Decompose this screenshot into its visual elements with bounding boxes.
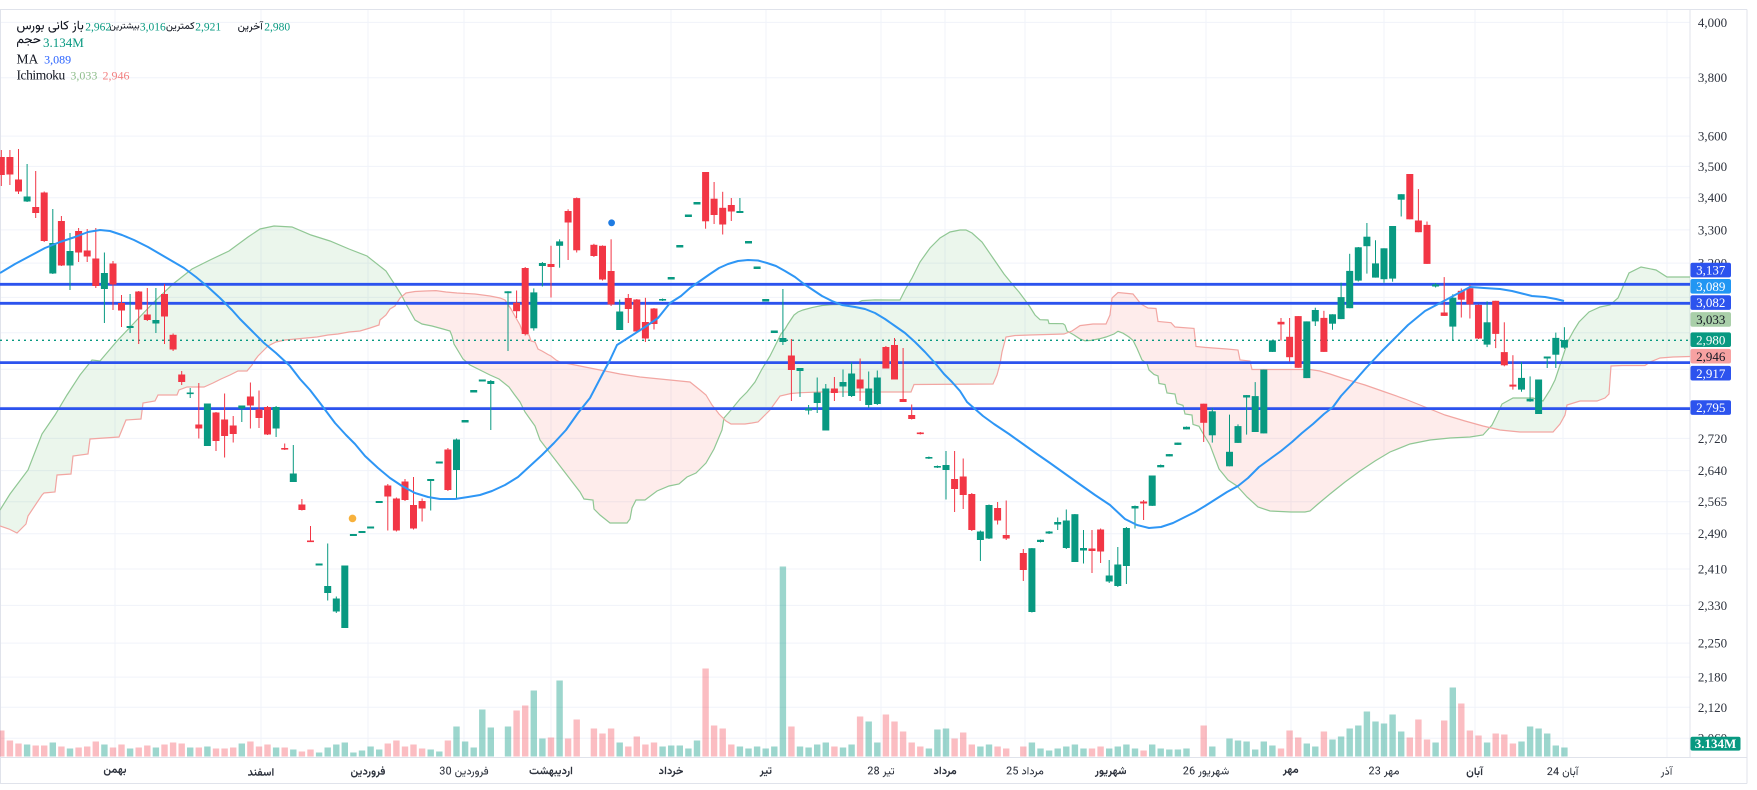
svg-text:4,000: 4,000 [1698, 15, 1727, 30]
svg-text:2,946: 2,946 [103, 68, 130, 82]
svg-text:2,120: 2,120 [1698, 700, 1727, 715]
svg-text:2,917: 2,917 [1696, 366, 1726, 381]
svg-text:3,033: 3,033 [70, 68, 97, 82]
svg-text:2,180: 2,180 [1698, 670, 1727, 685]
svg-text:2,921: 2,921 [195, 22, 221, 34]
svg-text:2,565: 2,565 [1698, 494, 1727, 509]
svg-text:3,137: 3,137 [1696, 263, 1726, 278]
svg-text:Ichimoku: Ichimoku [17, 67, 66, 82]
svg-text:3,800: 3,800 [1698, 70, 1727, 85]
svg-text:MA: MA [17, 51, 39, 66]
svg-text:3,016: 3,016 [140, 22, 166, 34]
svg-text:3,300: 3,300 [1698, 222, 1727, 237]
svg-text:2,795: 2,795 [1696, 400, 1725, 415]
svg-text:2,490: 2,490 [1698, 526, 1727, 541]
svg-text:2,962: 2,962 [85, 22, 111, 34]
svg-text:2,640: 2,640 [1698, 463, 1727, 478]
svg-text:3,089: 3,089 [1696, 279, 1725, 294]
svg-text:2,720: 2,720 [1698, 431, 1727, 446]
svg-text:2,980: 2,980 [264, 22, 290, 34]
svg-text:2,250: 2,250 [1698, 636, 1727, 651]
svg-text:3.134M: 3.134M [1695, 736, 1737, 751]
svg-text:2,980: 2,980 [1696, 332, 1725, 347]
svg-text:3,400: 3,400 [1698, 190, 1727, 205]
svg-text:3,500: 3,500 [1698, 159, 1727, 174]
svg-text:3,082: 3,082 [1696, 295, 1725, 310]
svg-text:3,600: 3,600 [1698, 129, 1727, 144]
svg-text:2,946: 2,946 [1696, 349, 1726, 364]
svg-text:3.134M: 3.134M [43, 35, 84, 50]
svg-text:3,033: 3,033 [1696, 312, 1725, 327]
svg-text:3,089: 3,089 [44, 52, 71, 66]
svg-text:2,330: 2,330 [1698, 598, 1727, 613]
svg-text:2,410: 2,410 [1698, 562, 1727, 577]
